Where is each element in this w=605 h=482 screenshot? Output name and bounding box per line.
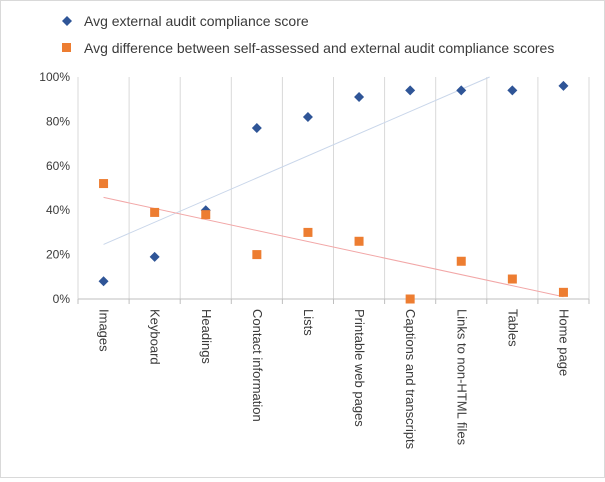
data-point-difference (354, 236, 364, 246)
x-category-label: Lists (301, 309, 316, 336)
data-point-external-score (98, 276, 109, 287)
data-point-external-score (149, 251, 160, 262)
x-category-label: Home page (556, 309, 571, 376)
data-point-difference (405, 294, 415, 304)
data-point-external-score (507, 85, 518, 96)
y-tick-label: 40% (46, 203, 70, 217)
data-point-external-score (302, 111, 313, 122)
x-category-label: Images (97, 309, 112, 352)
data-point-external-score (405, 85, 416, 96)
legend-marker-square (62, 43, 71, 52)
data-point-difference (150, 207, 160, 217)
x-category-label: Headings (199, 309, 214, 364)
y-tick-label: 20% (46, 248, 70, 262)
legend-marker-diamond (62, 16, 72, 26)
x-category-label: Printable web pages (352, 309, 367, 427)
data-point-external-score (456, 85, 467, 96)
trendline-difference (103, 196, 564, 298)
data-point-external-score (354, 91, 365, 102)
legend-label-external-score: Avg external audit compliance score (84, 13, 309, 29)
x-category-label: Contact information (250, 309, 265, 422)
x-category-label: Tables (505, 309, 520, 347)
plot-area: 0% 20% 40% 60% 80% 100% Images Keyboard Headings… (39, 70, 590, 450)
data-point-difference (252, 250, 262, 260)
y-tick-label: 0% (53, 292, 71, 306)
trendline-external-score (103, 76, 490, 245)
legend-label-difference: Avg difference between self-assessed and… (84, 40, 554, 56)
data-point-difference (507, 274, 517, 284)
y-tick-label: 100% (39, 70, 70, 84)
data-point-external-score (251, 123, 262, 134)
x-category-label: Links to non-HTML files (454, 309, 469, 446)
data-point-difference (303, 227, 313, 237)
data-point-difference (99, 179, 109, 189)
y-tick-label: 60% (46, 159, 70, 173)
legend-entry-difference: Avg difference between self-assessed and… (62, 40, 554, 56)
x-category-label: Captions and transcripts (403, 309, 418, 450)
data-point-difference (558, 287, 568, 297)
legend-entry-external-score: Avg external audit compliance score (62, 13, 309, 29)
data-point-difference (201, 210, 211, 220)
x-category-label: Keyboard (148, 309, 163, 365)
data-point-external-score (558, 80, 569, 91)
y-tick-label: 80% (46, 114, 70, 128)
legend: Avg external audit compliance score Avg … (62, 13, 554, 56)
data-point-difference (456, 256, 466, 266)
